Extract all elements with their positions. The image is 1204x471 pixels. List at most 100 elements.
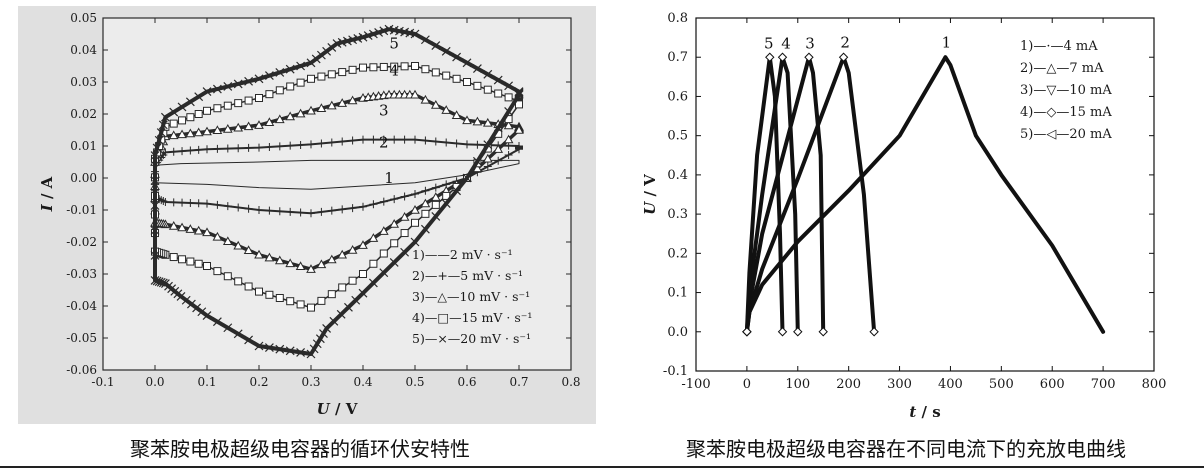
cv-marker bbox=[411, 135, 419, 144]
cv-marker bbox=[315, 334, 325, 344]
cv-marker bbox=[379, 249, 388, 258]
x-tick-label: 600 bbox=[1040, 377, 1065, 392]
cv-marker bbox=[344, 302, 353, 312]
x-tick-label: 0.2 bbox=[249, 375, 268, 389]
curve-label: 4 bbox=[781, 35, 791, 53]
cv-marker bbox=[213, 267, 222, 276]
cv-marker bbox=[264, 71, 274, 81]
cv-marker bbox=[160, 112, 170, 122]
legend-entry: 3)—▽—10 mA bbox=[1020, 83, 1112, 98]
cv-marker bbox=[363, 31, 373, 41]
cv-marker bbox=[359, 135, 367, 144]
cv-marker bbox=[311, 54, 321, 64]
cv-marker bbox=[306, 105, 316, 115]
cv-marker bbox=[295, 261, 306, 271]
legend-entry: 2)—△—7 mA bbox=[1020, 61, 1104, 76]
cv-marker bbox=[483, 162, 492, 171]
cv-marker bbox=[275, 207, 284, 216]
cv-marker bbox=[504, 150, 513, 159]
cv-marker bbox=[194, 110, 203, 118]
x-tick-label: 0 bbox=[743, 377, 751, 392]
x-tick-label: 0.5 bbox=[405, 375, 424, 389]
curve-label: 5 bbox=[389, 34, 399, 52]
curve-label: 1 bbox=[384, 169, 394, 187]
cv-marker bbox=[493, 144, 504, 153]
legend-entry: 2)—+—5 mV · s⁻¹ bbox=[412, 268, 523, 283]
cv-marker bbox=[181, 295, 191, 305]
y-tick-label: -0.02 bbox=[66, 235, 97, 249]
cv-marker bbox=[285, 258, 296, 268]
cv-marker bbox=[472, 64, 482, 73]
cv-marker bbox=[275, 142, 284, 151]
cv-marker bbox=[186, 257, 195, 266]
cv-marker bbox=[244, 335, 254, 345]
cv-marker bbox=[306, 58, 316, 68]
x-tick-label: 0.3 bbox=[301, 375, 320, 389]
cv-marker bbox=[358, 240, 368, 249]
cv-marker bbox=[202, 87, 212, 97]
x-axis-label-separator: / bbox=[330, 400, 346, 418]
cv-marker bbox=[203, 145, 211, 154]
x-axis-label-unit: s bbox=[932, 403, 940, 421]
gcd-marker bbox=[818, 327, 828, 337]
gcd-marker bbox=[793, 327, 803, 337]
cv-marker bbox=[494, 89, 503, 98]
cv-marker bbox=[306, 264, 316, 273]
cv-marker bbox=[244, 282, 253, 291]
cv-marker bbox=[234, 277, 243, 286]
cv-marker bbox=[265, 90, 274, 99]
cv-marker bbox=[322, 46, 332, 56]
cv-marker bbox=[462, 58, 472, 68]
cv-marker bbox=[307, 74, 315, 83]
cv-marker bbox=[420, 224, 430, 234]
cv-marker bbox=[168, 130, 179, 140]
cv-marker bbox=[317, 72, 326, 81]
x-tick-label: 100 bbox=[785, 377, 810, 392]
cv-marker bbox=[317, 207, 326, 216]
cv-marker bbox=[285, 111, 296, 121]
cv-marker bbox=[359, 63, 367, 72]
cv-marker bbox=[244, 96, 253, 105]
cv-marker bbox=[430, 192, 441, 201]
cv-marker bbox=[353, 34, 363, 43]
cv-marker bbox=[494, 156, 503, 165]
cv-marker bbox=[244, 143, 253, 152]
cv-marker bbox=[169, 107, 179, 117]
cv-marker bbox=[316, 103, 327, 112]
cv-marker bbox=[194, 259, 203, 268]
cv-marker bbox=[317, 139, 326, 148]
cv-marker bbox=[319, 329, 328, 338]
cv-marker bbox=[338, 205, 347, 214]
cv-marker bbox=[296, 141, 305, 150]
gcd-marker bbox=[838, 52, 849, 62]
cv-marker bbox=[442, 138, 451, 147]
gcd-curve-1 bbox=[744, 55, 1106, 334]
cv-marker bbox=[223, 323, 233, 333]
x-tick-label: 0.0 bbox=[145, 375, 164, 389]
cv-marker bbox=[161, 198, 170, 206]
cv-marker bbox=[159, 197, 168, 206]
y-tick-label: 0.0 bbox=[667, 325, 688, 340]
cv-marker bbox=[442, 71, 451, 80]
cv-marker bbox=[431, 137, 440, 146]
legend-entry: 5)—◁—20 mA bbox=[1020, 127, 1112, 142]
gcd-caption: 聚苯胺电极超级电容器在不同电流下的充放电曲线 bbox=[686, 437, 1126, 461]
cv-marker bbox=[223, 202, 232, 211]
cv-marker bbox=[390, 62, 399, 71]
cv-marker bbox=[150, 226, 160, 235]
cv-marker bbox=[154, 135, 164, 145]
cv-marker bbox=[212, 125, 223, 135]
cv-marker bbox=[150, 151, 160, 161]
y-tick-label: 0.4 bbox=[667, 168, 688, 183]
cv-marker bbox=[234, 203, 243, 212]
cv-marker bbox=[285, 64, 295, 74]
cv-marker bbox=[178, 116, 187, 125]
cv-marker bbox=[348, 204, 357, 213]
y-tick-label: 0.02 bbox=[70, 107, 97, 121]
cv-marker bbox=[306, 349, 316, 359]
gcd-marker bbox=[777, 52, 788, 62]
cv-marker bbox=[274, 114, 285, 124]
cv-marker bbox=[431, 200, 440, 209]
x-tick-label: 0.8 bbox=[561, 375, 580, 389]
cv-marker bbox=[194, 92, 204, 102]
